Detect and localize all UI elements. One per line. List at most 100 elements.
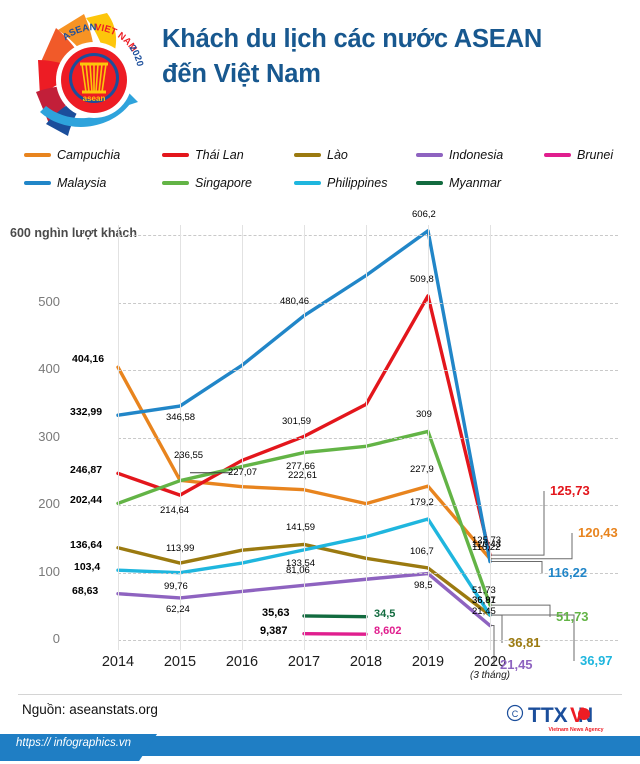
legend-label: Indonesia (449, 147, 504, 162)
x-axis-tick-2017: 2017 (287, 654, 321, 670)
svg-text:V: V (570, 704, 584, 727)
y-axis-tick-label: 400 (38, 361, 60, 376)
end-value-label: 120,43 (578, 525, 618, 540)
legend-item-malaysia[interactable]: Malaysia (24, 174, 106, 194)
data-label-brunei: 9,387 (260, 624, 288, 637)
data-label-singapore: 277,66 (286, 460, 316, 472)
legend-item-myanmar[interactable]: Myanmar (416, 174, 501, 194)
x-axis-tick-2018: 2018 (349, 654, 383, 670)
data-label-singapore: 202,44 (70, 494, 103, 507)
ttxvn-logo: C TTX N V Vietnam News Agency (506, 700, 624, 739)
leader-line (490, 491, 545, 556)
category-gridline (428, 225, 429, 650)
legend-swatch-icon (24, 180, 51, 185)
end-value-label: 36,97 (580, 653, 613, 668)
data-label-lào: 36,81 (472, 595, 496, 607)
data-label-campuchia: 404,16 (72, 353, 105, 366)
data-label-myanmar: 35,63 (262, 606, 290, 619)
legend-label: Campuchia (57, 147, 121, 162)
end-value-label: 51,73 (556, 609, 589, 624)
series-line-myanmar (302, 614, 368, 619)
legend-item-lào[interactable]: Lào (294, 146, 348, 166)
legend-label: Malaysia (57, 175, 107, 190)
data-label-lào: 141,59 (286, 522, 316, 534)
data-label-philippines: 179,2 (410, 497, 434, 509)
category-gridline (118, 225, 119, 650)
gridline (118, 437, 618, 439)
data-label-brunei: 8,602 (374, 625, 402, 638)
data-label-lào: 113,99 (166, 543, 195, 555)
y-axis-tick-label: 300 (38, 428, 60, 444)
data-label-indonesia: 62,24 (166, 603, 190, 615)
data-label-campuchia: 227,07 (228, 466, 258, 478)
gridline (118, 505, 618, 506)
legend-label: Thái Lan (195, 147, 244, 162)
data-label-malaysia: 346,58 (166, 412, 196, 424)
x-axis-tick-2015: 2015 (163, 654, 197, 670)
footer-divider (18, 694, 622, 695)
legend-swatch-icon (162, 180, 189, 185)
data-label-campuchia: 120,43 (472, 538, 502, 550)
leader-line (490, 604, 551, 617)
data-label-philippines: 133,54 (286, 557, 316, 569)
legend-item-brunei[interactable]: Brunei (544, 146, 613, 166)
data-label-indonesia: 81,06 (286, 565, 310, 577)
gridline (118, 640, 618, 641)
x-axis-tick-sublabel: (3 tháng) (469, 670, 511, 681)
y-axis-tick-label: 200 (38, 496, 60, 511)
data-label-philippines: 103,4 (74, 561, 101, 574)
legend-swatch-icon (24, 152, 51, 157)
data-label-lào: 106,7 (410, 545, 434, 557)
leader-line (490, 614, 575, 661)
end-value-label: 116,22 (548, 565, 588, 580)
end-value-label: 36,81 (508, 635, 541, 650)
data-label-indonesia: 68,63 (72, 584, 99, 597)
gridline (118, 302, 618, 304)
y-axis-tick-label: 100 (38, 563, 60, 579)
legend-swatch-icon (416, 180, 443, 185)
x-axis-tick-2014: 2014 (101, 654, 135, 670)
end-value-label: 125,73 (550, 483, 590, 498)
legend-label: Philippines (327, 175, 388, 190)
asean-viet-nam-2020-logo: asean ASEAN VIET NAM 2020 (12, 8, 150, 136)
leader-line (490, 625, 495, 665)
copyright-icon (506, 704, 524, 722)
chart-legend: Campuchia Thái Lan Lào Indonesia Brunei Malay… (24, 146, 640, 202)
legend-item-thái-lan[interactable]: Thái Lan (162, 146, 244, 166)
data-label-singapore: 309 (416, 409, 432, 421)
end-value-label: 21,45 (500, 657, 533, 672)
data-label-thái-lan: 301,59 (282, 416, 312, 428)
legend-swatch-icon (544, 152, 571, 157)
y-axis-tick-label: 500 (38, 293, 60, 309)
data-label-thái-lan: 509,8 (410, 273, 434, 285)
url-text: https:// infographics.vn (0, 734, 157, 761)
gridline (118, 370, 618, 371)
chart-series-area (116, 229, 575, 665)
category-gridline (490, 225, 491, 650)
data-label-campuchia: 236,55 (174, 450, 204, 462)
gridline (118, 235, 618, 236)
legend-item-singapore[interactable]: Singapore (162, 174, 252, 194)
line-chart: 600 nghìn lượt khách 0 100 200 300 400 500 201… (0, 205, 640, 681)
category-gridline (304, 225, 305, 650)
y-axis-tick-label: 0 (52, 631, 60, 646)
data-label-lào: 136,64 (70, 538, 103, 551)
x-axis-tick-2019: 2019 (411, 654, 445, 670)
data-label-thái-lan: 125,73 (472, 535, 502, 547)
page-title: Khách du lịch các nước ASEAN đến Việt Na… (162, 22, 632, 92)
legend-item-indonesia[interactable]: Indonesia (416, 146, 503, 166)
header: asean ASEAN VIET NAM 2020 Khách du lịch … (0, 0, 640, 140)
legend-label: Singapore (195, 175, 252, 190)
legend-label: Lào (327, 147, 348, 162)
legend-item-philippines[interactable]: Philippines (294, 174, 387, 194)
footer: Nguồn: aseanstats.org https:// infograph… (0, 694, 640, 764)
data-label-malaysia: 116,22 (472, 541, 501, 553)
data-label-malaysia: 480,46 (280, 295, 310, 307)
source-text: Nguồn: aseanstats.org (22, 702, 158, 717)
legend-item-campuchia[interactable]: Campuchia (24, 146, 120, 166)
data-label-malaysia: 606,2 (412, 208, 436, 220)
page-title-line1: Khách du lịch các nước ASEAN (162, 25, 543, 53)
legend-swatch-icon (294, 152, 321, 157)
agency-tagline: Vietnam News Agency (548, 727, 603, 733)
url-bar (0, 736, 640, 756)
